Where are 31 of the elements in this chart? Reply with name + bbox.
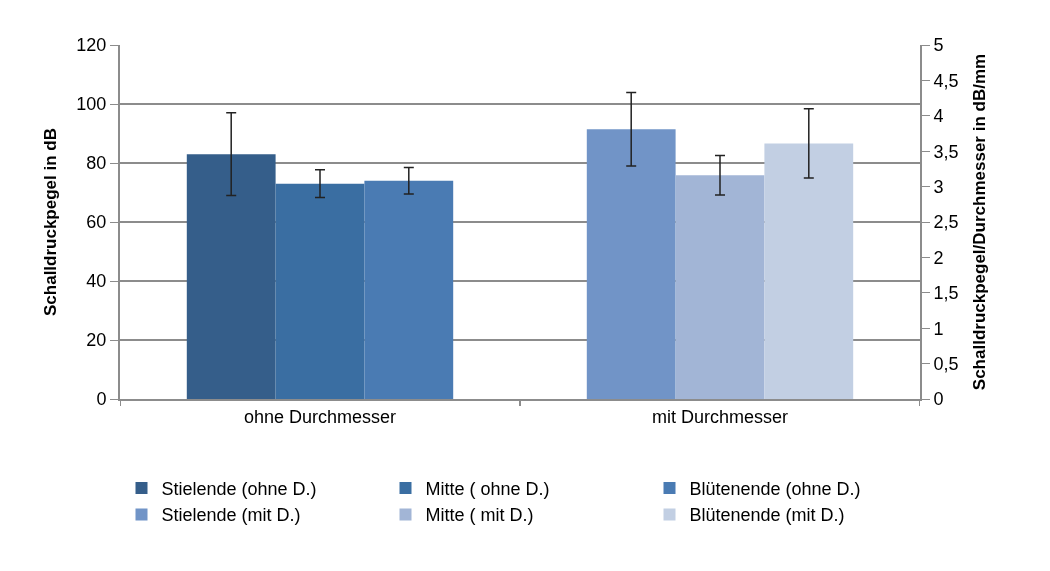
y2-tick-label: 4 [933,106,944,127]
y-tick-label: 120 [76,35,107,56]
y2-tick-label: 0 [933,389,944,410]
y2-tick-label: 3 [933,176,944,197]
y2-tick-label: 4,5 [933,70,959,91]
y-axis-title: Schalldruckpegel in dB [41,128,61,316]
y-tick-label: 80 [86,153,107,174]
legend-label: Stielende (ohne D.) [161,479,317,500]
bar [364,180,454,399]
legend-label: Blütenende (mit D.) [689,505,845,526]
y2-tick-label: 1 [933,318,944,339]
legend-label: Mitte ( mit D.) [425,505,534,526]
y-tick-label: 100 [76,94,107,115]
legend-label: Mitte ( ohne D.) [425,479,550,500]
y2-axis-title: Schalldruckpegel/Durchmesser in dB/mm [969,53,989,391]
y-tick-label: 20 [86,330,107,351]
y-tick-label: 60 [86,212,107,233]
x-tick-label: ohne Durchmesser [243,406,397,427]
y2-tick-label: 5 [933,35,944,56]
y2-tick-label: 2,5 [933,212,959,233]
y-tick-label: 0 [96,389,107,410]
legend-label: Stielende (mit D.) [161,505,301,526]
y2-tick-label: 0,5 [933,353,959,374]
y2-tick-label: 1,5 [933,283,959,304]
y2-tick-label: 2 [933,247,944,268]
y2-tick-label: 3,5 [933,141,959,162]
legend-label: Blütenende (ohne D.) [689,479,861,500]
x-tick-label: mit Durchmesser [651,406,789,427]
bar [186,154,276,399]
y-tick-label: 40 [86,271,107,292]
bar [275,183,365,399]
